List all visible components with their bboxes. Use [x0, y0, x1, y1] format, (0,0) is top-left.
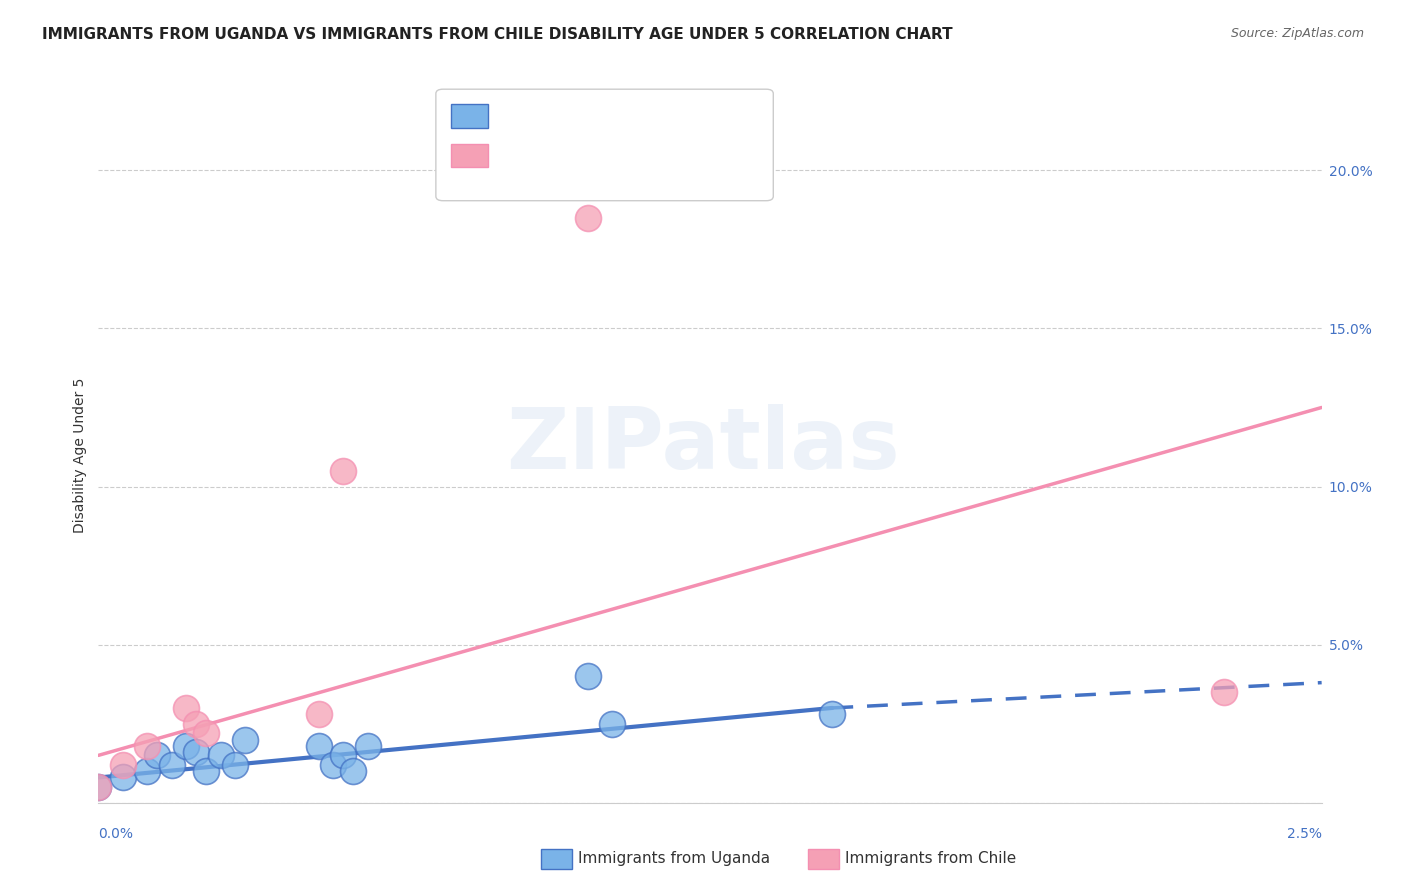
Point [136, 764, 159, 779]
Point [111, 771, 134, 785]
Text: N =: N = [598, 109, 631, 123]
Point [186, 745, 208, 759]
Point [342, 764, 364, 779]
Point [111, 757, 134, 772]
Text: 19: 19 [637, 109, 658, 123]
Point [209, 748, 232, 763]
Text: 10: 10 [637, 148, 658, 162]
Point [224, 757, 246, 772]
Point [1212, 685, 1234, 699]
Text: 0.354: 0.354 [538, 109, 586, 123]
Point [332, 748, 354, 763]
Point [195, 726, 218, 740]
Text: R =: R = [499, 148, 533, 162]
Point [160, 757, 183, 772]
Point [87, 780, 110, 794]
Point [322, 757, 344, 772]
Point [332, 464, 354, 478]
Point [186, 716, 208, 731]
Text: ZIPatlas: ZIPatlas [506, 404, 900, 488]
Point [600, 716, 623, 731]
Point [87, 780, 110, 794]
Text: 0.0%: 0.0% [98, 827, 134, 841]
Point [308, 707, 330, 722]
Text: R =: R = [499, 109, 533, 123]
Text: Immigrants from Chile: Immigrants from Chile [845, 851, 1017, 865]
Point [308, 739, 330, 753]
Point [146, 748, 169, 763]
Text: Immigrants from Uganda: Immigrants from Uganda [578, 851, 770, 865]
Point [176, 701, 198, 715]
Point [821, 707, 844, 722]
Text: IMMIGRANTS FROM UGANDA VS IMMIGRANTS FROM CHILE DISABILITY AGE UNDER 5 CORRELATI: IMMIGRANTS FROM UGANDA VS IMMIGRANTS FRO… [42, 27, 953, 42]
Point [233, 732, 256, 747]
Point [136, 739, 159, 753]
Point [576, 669, 599, 683]
Y-axis label: Disability Age Under 5: Disability Age Under 5 [73, 377, 87, 533]
Text: 2.5%: 2.5% [1286, 827, 1322, 841]
Point [176, 739, 198, 753]
Point [356, 739, 378, 753]
Text: Source: ZipAtlas.com: Source: ZipAtlas.com [1230, 27, 1364, 40]
Text: N =: N = [598, 148, 631, 162]
Point [576, 211, 599, 225]
Point [195, 764, 218, 779]
Text: 0.517: 0.517 [538, 148, 586, 162]
